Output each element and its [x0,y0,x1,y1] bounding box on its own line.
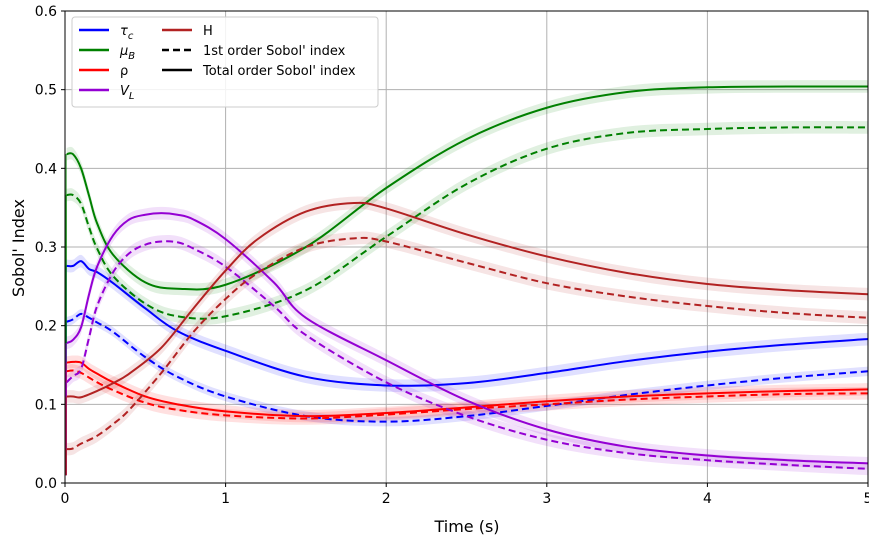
h-total-line [66,201,869,399]
y-tick-label: 0.3 [35,240,57,256]
legend-label: H [203,24,213,39]
b-total-line [66,85,869,291]
x-tick-label: 1 [221,491,230,507]
x-tick-label: 4 [703,491,712,507]
b-1st-line [66,126,869,320]
total-line [66,360,869,418]
series-lines [65,85,869,470]
y-axis-label: Sobol' Index [9,199,28,297]
1st-band [66,364,869,425]
c-1st-line [66,312,869,423]
y-tick-label: 0.4 [35,161,57,177]
legend-label: τc [120,24,134,42]
c-total-line [66,260,869,387]
h-total-band [66,196,869,404]
c-total-band [66,254,869,393]
vl-total-line [66,212,869,465]
x-axis-ticks: 0 1 2 3 4 5 [61,483,869,507]
legend-style-label: Total order Sobol' index [202,64,356,79]
vl-1st-line [65,240,869,470]
x-tick-label: 5 [864,491,869,507]
y-tick-label: 0.5 [35,83,57,99]
legend-style-label: 1st order Sobol' index [203,44,346,59]
x-axis-label: Time (s) [433,517,499,536]
y-axis-ticks: 0.0 0.1 0.2 0.3 0.4 0.5 0.6 [35,4,65,492]
b-1st-band [66,121,869,325]
y-tick-label: 0.0 [35,476,57,492]
legend-label: VL [120,84,134,102]
x-tick-label: 2 [382,491,391,507]
legend: τc μB ρ VL H 1st order Sobol' index Total orde… [71,16,379,108]
y-tick-label: 0.6 [35,4,57,20]
y-tick-label: 0.2 [35,319,57,335]
y-tick-label: 0.1 [35,397,57,413]
legend-label: ρ [120,64,128,79]
legend-label: μB [119,44,135,62]
vl-1st-band [66,234,869,476]
legend-box [71,16,379,108]
x-tick-label: 0 [61,491,70,507]
h-1st-line [66,236,869,451]
vl-total-band [66,206,869,470]
1st-line [66,369,869,420]
x-tick-label: 3 [542,491,551,507]
